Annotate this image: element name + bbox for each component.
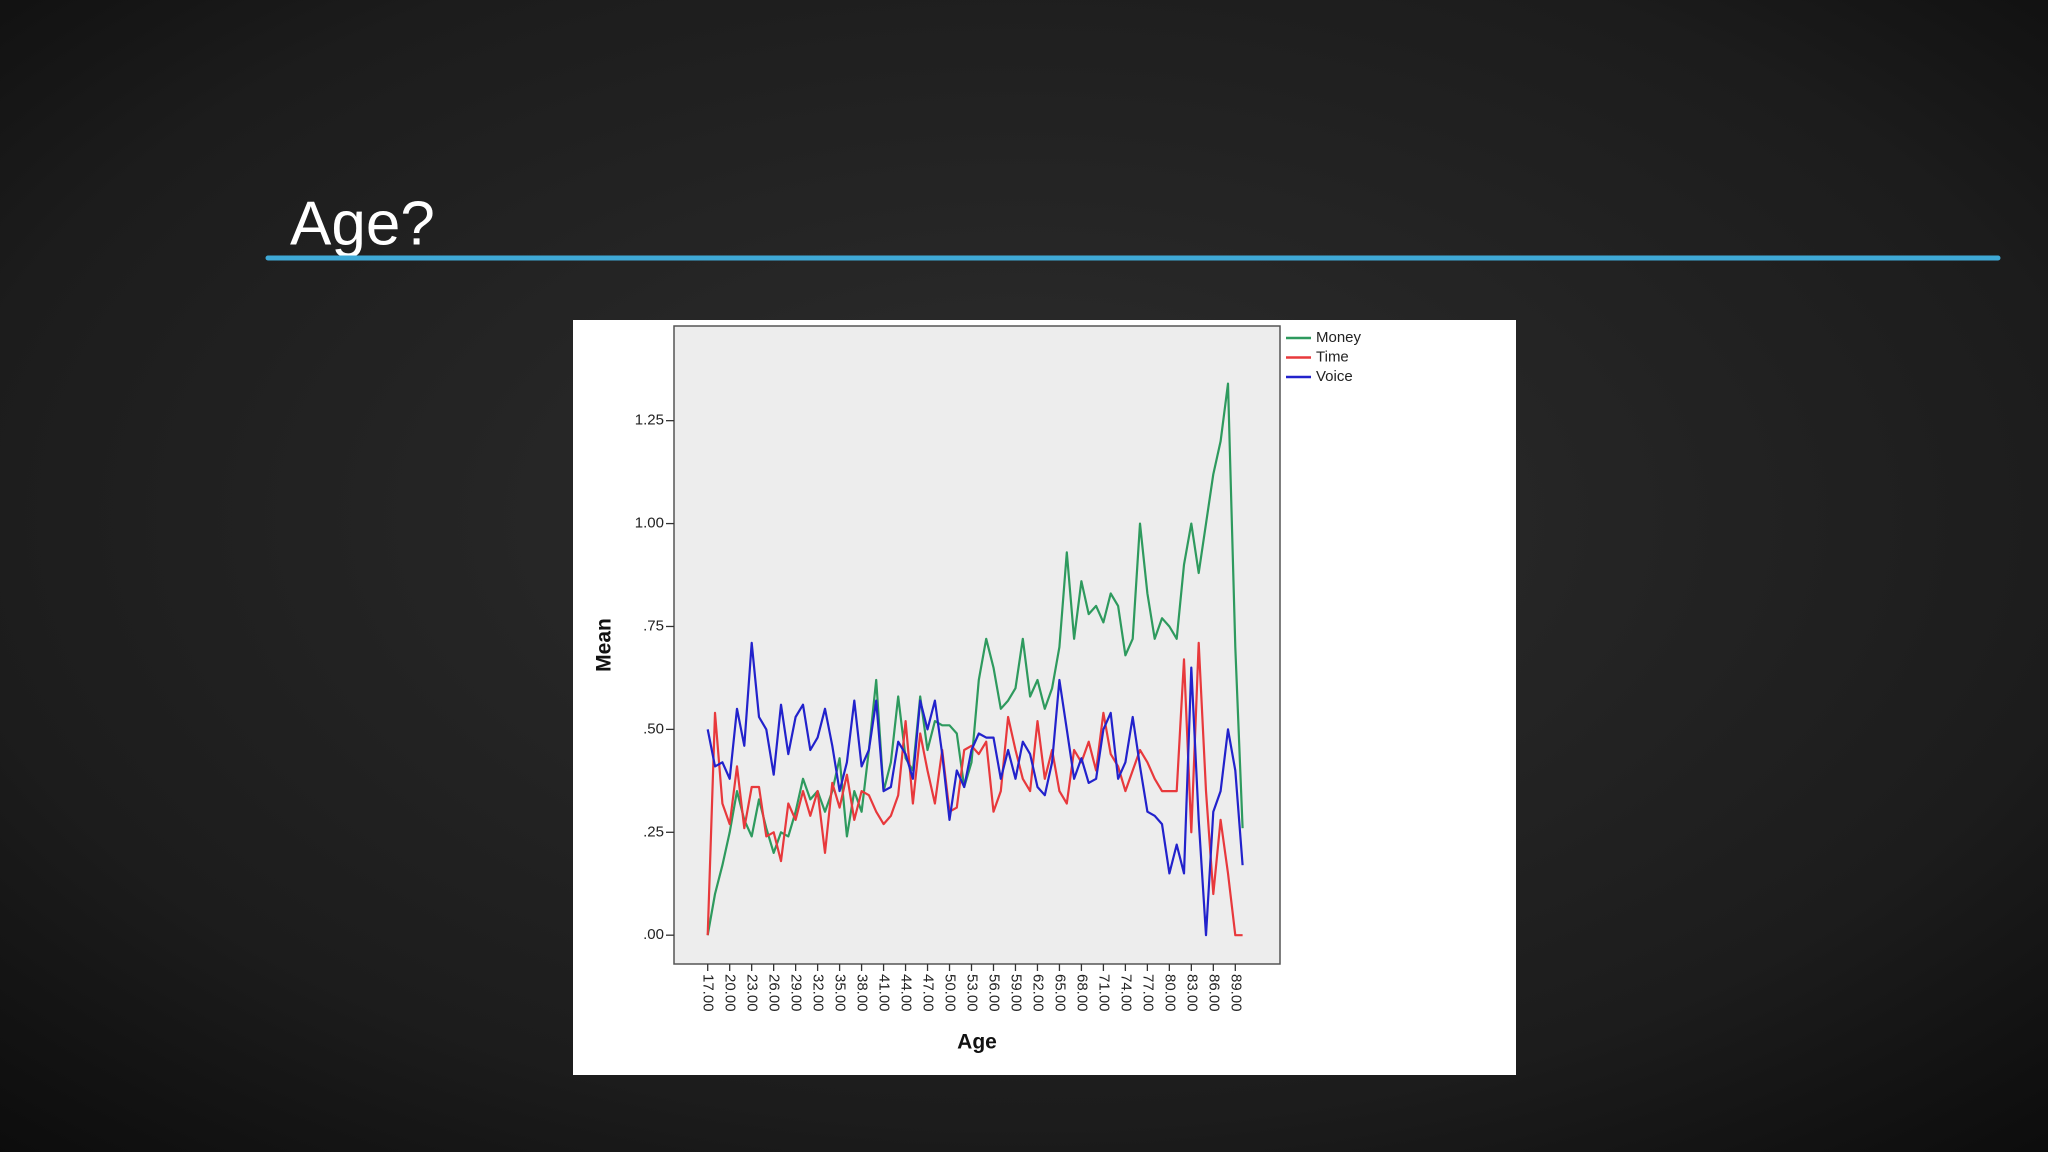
x-tick-label: 65.00: [1051, 974, 1068, 1012]
x-tick-label: 80.00: [1161, 974, 1178, 1012]
x-tick-label: 71.00: [1095, 974, 1112, 1012]
y-tick-label: .25: [643, 823, 664, 840]
legend-label: Voice: [1316, 368, 1353, 385]
series-line: [706, 641, 1244, 937]
y-axis-title: Mean: [593, 618, 616, 672]
x-tick-label: 62.00: [1029, 974, 1046, 1012]
x-tick-label: 68.00: [1073, 974, 1090, 1012]
x-tick-label: 44.00: [898, 974, 915, 1012]
x-tick-label: 77.00: [1139, 974, 1156, 1012]
y-tick-label: 1.25: [635, 412, 664, 429]
series-line: [706, 382, 1244, 936]
x-axis-title: Age: [957, 1031, 997, 1054]
x-tick-label: 50.00: [942, 974, 959, 1012]
y-tick-label: 1.00: [635, 515, 664, 532]
legend-label: Money: [1316, 329, 1362, 346]
x-tick-label: 89.00: [1227, 974, 1244, 1012]
series-line: [706, 641, 1243, 937]
y-tick-label: .75: [643, 617, 664, 634]
x-tick-label: 56.00: [986, 974, 1003, 1012]
x-tick-label: 20.00: [722, 974, 739, 1012]
slide-title: Age?: [290, 189, 435, 258]
x-tick-label: 29.00: [788, 974, 805, 1012]
x-tick-label: 59.00: [1008, 974, 1025, 1012]
legend-label: Time: [1316, 348, 1349, 365]
x-tick-label: 83.00: [1183, 974, 1200, 1012]
x-tick-label: 74.00: [1117, 974, 1134, 1012]
x-tick-label: 86.00: [1205, 974, 1222, 1012]
y-tick-label: .00: [643, 926, 664, 943]
x-tick-label: 53.00: [964, 974, 981, 1012]
x-tick-label: 32.00: [810, 974, 827, 1012]
x-tick-label: 23.00: [744, 974, 761, 1012]
x-tick-label: 41.00: [876, 974, 893, 1012]
x-tick-label: 38.00: [854, 974, 871, 1012]
x-tick-label: 47.00: [920, 974, 937, 1012]
x-tick-label: 26.00: [766, 974, 783, 1012]
plot-area: [673, 325, 1281, 965]
x-tick-label: 35.00: [832, 974, 849, 1012]
x-tick-label: 17.00: [700, 974, 717, 1012]
y-tick-label: .50: [643, 720, 664, 737]
